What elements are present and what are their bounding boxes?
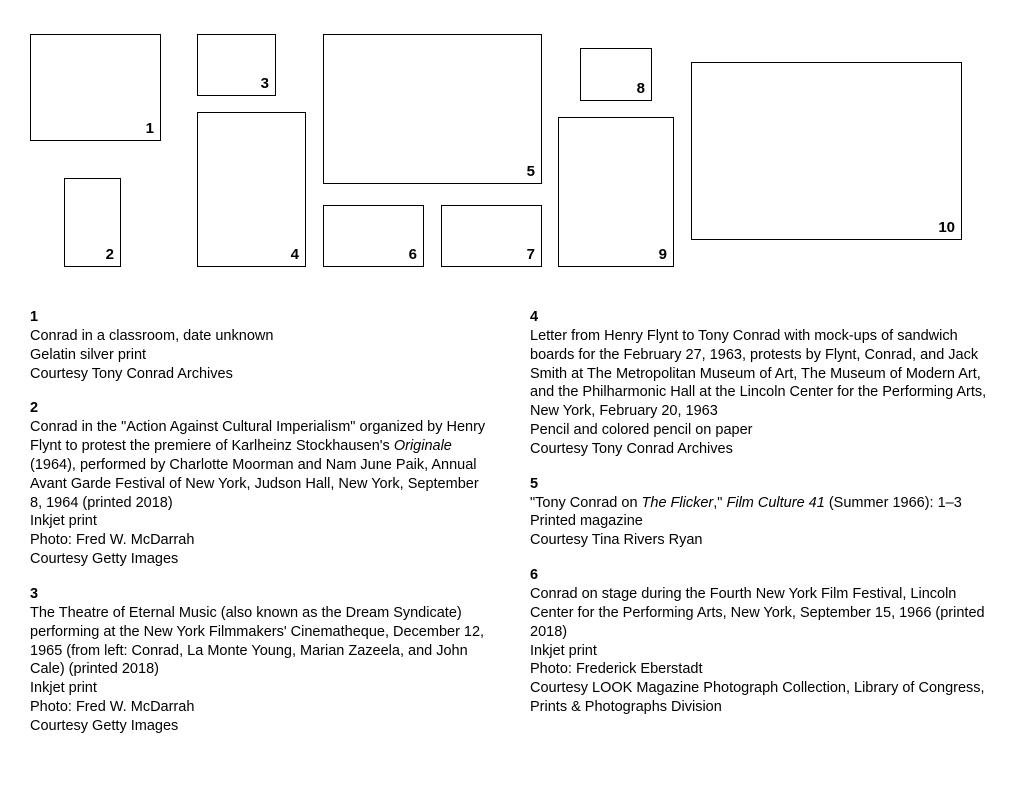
left-column: 1Conrad in a classroom, date unknownGela… [30, 308, 490, 752]
layout-box-7: 7 [441, 205, 542, 267]
caption-line: Gelatin silver print [30, 346, 490, 365]
caption-number: 1 [30, 308, 490, 327]
layout-box-10: 10 [691, 62, 962, 240]
caption-line: Pencil and colored pencil on paper [530, 421, 990, 440]
caption-entry-2: 2Conrad in the "Action Against Cultural … [30, 399, 490, 569]
layout-box-1: 1 [30, 34, 161, 141]
layout-box-3: 3 [197, 34, 276, 96]
box-label: 6 [409, 246, 417, 263]
caption-entry-6: 6Conrad on stage during the Fourth New Y… [530, 566, 990, 717]
caption-number: 4 [530, 308, 990, 327]
caption-number: 3 [30, 585, 490, 604]
right-column: 4Letter from Henry Flynt to Tony Conrad … [530, 308, 990, 752]
layout-box-2: 2 [64, 178, 121, 267]
box-label: 7 [527, 246, 535, 263]
caption-line: The Theatre of Eternal Music (also known… [30, 604, 490, 679]
box-label: 4 [291, 246, 299, 263]
caption-line: Conrad on stage during the Fourth New Yo… [530, 585, 990, 642]
caption-line: Courtesy Getty Images [30, 550, 490, 569]
layout-diagram: 1 2 3 4 5 6 7 8 9 10 [0, 0, 1020, 290]
box-label: 10 [938, 219, 955, 236]
caption-number: 6 [530, 566, 990, 585]
caption-line: Courtesy Tony Conrad Archives [530, 440, 990, 459]
caption-line: Photo: Frederick Eberstadt [530, 660, 990, 679]
caption-entry-5: 5"Tony Conrad on The Flicker," Film Cult… [530, 475, 990, 550]
caption-number: 2 [30, 399, 490, 418]
caption-number: 5 [530, 475, 990, 494]
caption-line: Inkjet print [30, 679, 490, 698]
box-label: 5 [527, 163, 535, 180]
caption-line: Letter from Henry Flynt to Tony Conrad w… [530, 327, 990, 421]
caption-entry-4: 4Letter from Henry Flynt to Tony Conrad … [530, 308, 990, 459]
caption-area: 1Conrad in a classroom, date unknownGela… [0, 290, 1020, 752]
caption-entry-3: 3The Theatre of Eternal Music (also know… [30, 585, 490, 736]
layout-box-5: 5 [323, 34, 542, 184]
box-label: 2 [106, 246, 114, 263]
caption-line: Conrad in the "Action Against Cultural I… [30, 418, 490, 512]
caption-line: Courtesy Tina Rivers Ryan [530, 531, 990, 550]
box-label: 9 [659, 246, 667, 263]
caption-line: Photo: Fred W. McDarrah [30, 698, 490, 717]
box-label: 8 [637, 80, 645, 97]
caption-line: Printed magazine [530, 512, 990, 531]
layout-box-9: 9 [558, 117, 674, 267]
caption-line: Courtesy Tony Conrad Archives [30, 365, 490, 384]
box-label: 1 [146, 120, 154, 137]
caption-line: "Tony Conrad on The Flicker," Film Cultu… [530, 494, 990, 513]
caption-line: Inkjet print [530, 642, 990, 661]
caption-line: Inkjet print [30, 512, 490, 531]
layout-box-8: 8 [580, 48, 652, 101]
box-label: 3 [261, 75, 269, 92]
caption-line: Photo: Fred W. McDarrah [30, 531, 490, 550]
caption-entry-1: 1Conrad in a classroom, date unknownGela… [30, 308, 490, 383]
layout-box-6: 6 [323, 205, 424, 267]
caption-line: Conrad in a classroom, date unknown [30, 327, 490, 346]
caption-line: Courtesy Getty Images [30, 717, 490, 736]
layout-box-4: 4 [197, 112, 306, 267]
caption-line: Courtesy LOOK Magazine Photograph Collec… [530, 679, 990, 717]
